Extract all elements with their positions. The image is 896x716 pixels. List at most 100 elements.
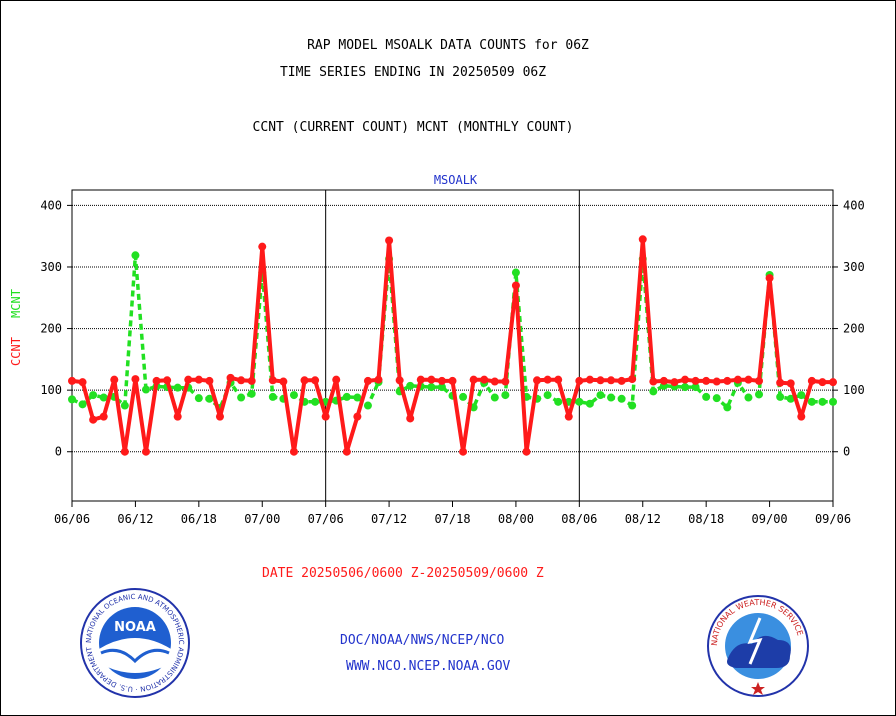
data-point-ccnt bbox=[712, 377, 721, 386]
data-point-mcnt bbox=[342, 392, 351, 401]
data-point-ccnt bbox=[702, 376, 711, 385]
y-tick-label-left: 0 bbox=[55, 445, 62, 459]
y-tick-label-left: 300 bbox=[40, 260, 62, 274]
data-point-ccnt bbox=[659, 376, 668, 385]
data-point-ccnt bbox=[173, 412, 182, 421]
data-point-mcnt bbox=[459, 392, 468, 401]
x-tick-label: 08/12 bbox=[625, 512, 661, 526]
data-point-ccnt bbox=[786, 379, 795, 388]
data-point-ccnt bbox=[205, 376, 214, 385]
data-point-mcnt bbox=[776, 392, 785, 401]
data-point-ccnt bbox=[765, 274, 774, 283]
data-point-ccnt bbox=[237, 376, 246, 385]
data-point-ccnt bbox=[807, 376, 816, 385]
data-point-mcnt bbox=[797, 391, 806, 400]
data-point-ccnt bbox=[469, 375, 478, 384]
data-point-mcnt bbox=[141, 385, 150, 394]
data-point-ccnt bbox=[89, 415, 98, 424]
x-tick-label: 06/12 bbox=[117, 512, 153, 526]
data-point-ccnt bbox=[342, 447, 351, 456]
data-point-ccnt bbox=[554, 375, 563, 384]
data-point-mcnt bbox=[247, 389, 256, 398]
data-point-mcnt bbox=[712, 394, 721, 403]
data-point-mcnt bbox=[363, 401, 372, 410]
data-point-ccnt bbox=[68, 376, 76, 385]
data-point-mcnt bbox=[237, 393, 246, 402]
data-point-mcnt bbox=[99, 393, 108, 402]
chart-title-line1: RAP MODEL MSOALK DATA COUNTS for 06Z bbox=[307, 38, 589, 53]
data-point-ccnt bbox=[289, 447, 298, 456]
x-tick-label: 07/00 bbox=[244, 512, 280, 526]
data-point-ccnt bbox=[501, 377, 510, 386]
data-point-ccnt bbox=[638, 235, 647, 244]
data-point-ccnt bbox=[141, 447, 150, 456]
data-point-ccnt bbox=[533, 376, 542, 385]
data-point-mcnt bbox=[268, 392, 277, 401]
data-point-mcnt bbox=[173, 383, 182, 392]
noaa-logo-text: NOAA bbox=[114, 620, 156, 635]
y-tick-label-right: 200 bbox=[843, 322, 865, 336]
data-point-mcnt bbox=[617, 394, 626, 403]
data-point-mcnt bbox=[723, 403, 732, 412]
data-point-ccnt bbox=[152, 376, 161, 385]
data-point-ccnt bbox=[311, 376, 320, 385]
data-point-ccnt bbox=[363, 376, 372, 385]
data-point-ccnt bbox=[649, 377, 658, 386]
data-point-ccnt bbox=[448, 376, 457, 385]
x-tick-label: 06/18 bbox=[181, 512, 217, 526]
data-point-ccnt bbox=[279, 377, 288, 386]
x-tick-label: 09/06 bbox=[815, 512, 851, 526]
y-tick-label-right: 400 bbox=[843, 198, 865, 212]
data-point-ccnt bbox=[564, 412, 573, 421]
data-point-mcnt bbox=[649, 387, 658, 396]
data-point-mcnt bbox=[511, 268, 520, 277]
data-point-mcnt bbox=[120, 401, 129, 410]
plot-area bbox=[71, 189, 834, 502]
data-point-mcnt bbox=[681, 383, 690, 392]
data-point-ccnt bbox=[744, 375, 753, 384]
data-point-mcnt bbox=[702, 392, 711, 401]
data-point-mcnt bbox=[289, 391, 298, 400]
data-point-mcnt bbox=[755, 390, 764, 399]
data-point-ccnt bbox=[437, 376, 446, 385]
x-tick-label: 08/06 bbox=[561, 512, 597, 526]
data-point-ccnt bbox=[247, 376, 256, 385]
data-point-ccnt bbox=[511, 281, 520, 290]
data-point-mcnt bbox=[829, 397, 837, 406]
data-point-ccnt bbox=[723, 376, 732, 385]
data-point-mcnt bbox=[353, 393, 362, 402]
x-tick-label: 07/06 bbox=[308, 512, 344, 526]
data-point-mcnt bbox=[596, 391, 605, 400]
data-point-ccnt bbox=[818, 378, 827, 387]
data-point-mcnt bbox=[818, 397, 827, 406]
data-point-ccnt bbox=[691, 376, 700, 385]
data-point-ccnt bbox=[374, 375, 383, 384]
data-point-mcnt bbox=[406, 381, 415, 390]
y-tick-label-right: 100 bbox=[843, 383, 865, 397]
x-tick-label: 06/06 bbox=[54, 512, 90, 526]
data-point-ccnt bbox=[321, 412, 330, 421]
x-tick-label: 09/00 bbox=[752, 512, 788, 526]
data-point-ccnt bbox=[268, 376, 277, 385]
noaa-logo: NATIONAL OCEANIC AND ATMOSPHERIC ADMINIS… bbox=[79, 587, 190, 698]
chart-subtitle: CCNT (CURRENT COUNT) MCNT (MONTHLY COUNT… bbox=[252, 120, 574, 135]
y-tick-label-right: 300 bbox=[843, 260, 865, 274]
data-point-mcnt bbox=[786, 394, 795, 403]
footer-url[interactable]: WWW.NCO.NCEP.NOAA.GOV bbox=[346, 659, 511, 674]
data-point-ccnt bbox=[755, 376, 764, 385]
data-point-ccnt bbox=[490, 377, 499, 386]
data-point-mcnt bbox=[575, 397, 584, 406]
data-point-ccnt bbox=[120, 447, 129, 456]
data-point-ccnt bbox=[385, 236, 394, 245]
data-point-ccnt bbox=[78, 378, 87, 387]
x-tick-label: 08/00 bbox=[498, 512, 534, 526]
footer-org[interactable]: DOC/NOAA/NWS/NCEP/NCO bbox=[340, 633, 505, 648]
data-point-ccnt bbox=[406, 414, 415, 423]
data-point-mcnt bbox=[501, 391, 510, 400]
data-point-ccnt bbox=[607, 376, 616, 385]
data-point-mcnt bbox=[628, 401, 637, 410]
data-point-ccnt bbox=[226, 373, 235, 382]
data-point-ccnt bbox=[395, 376, 404, 385]
data-point-ccnt bbox=[131, 375, 140, 384]
